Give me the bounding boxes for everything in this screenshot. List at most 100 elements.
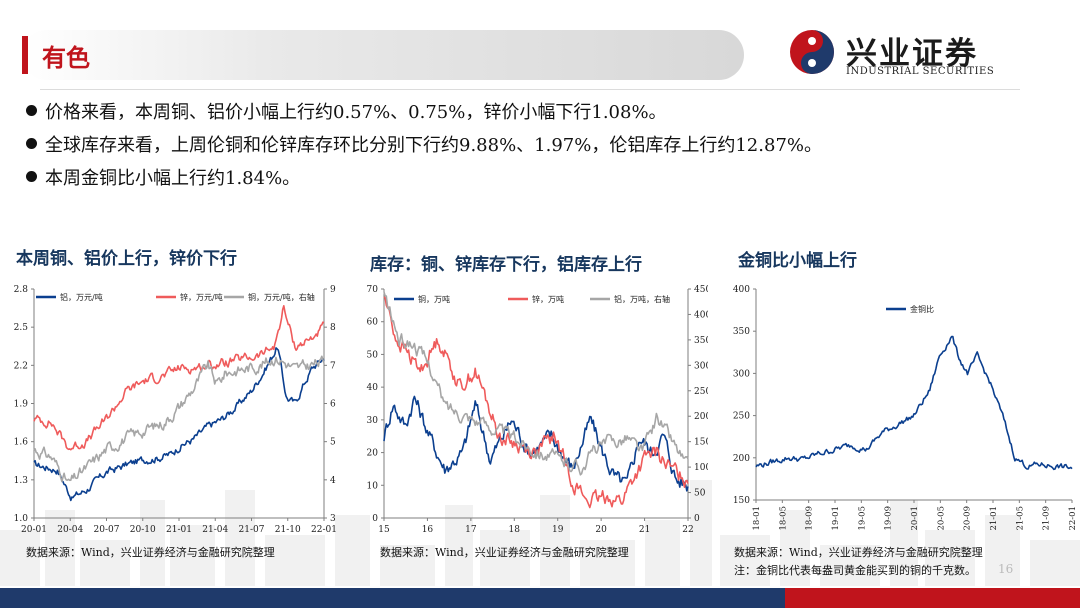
chart-1-source: 数据来源：Wind，兴业证券经济与金融研究院整理 — [26, 546, 275, 559]
y-tick-label-left: 2.8 — [14, 285, 29, 295]
y-tick-label-right: 3 — [330, 514, 336, 524]
bullet-dot-icon — [26, 138, 37, 149]
y-tick-label-right: 350 — [694, 336, 708, 346]
header-divider — [40, 89, 1020, 90]
y-tick-label-left: 50 — [367, 350, 379, 360]
x-tick-label: 19 — [552, 525, 564, 535]
y-tick-label-right: 150 — [694, 438, 708, 448]
x-tick-label: 20-10 — [130, 525, 156, 535]
y-tick-label-right: 7 — [330, 361, 336, 371]
bullet-text: 本周金铜比小幅上行约1.84%。 — [45, 168, 301, 189]
x-tick-label: 18-01 — [752, 506, 762, 531]
y-tick-label-left: 400 — [733, 285, 750, 295]
bullet-dot-icon — [26, 171, 37, 182]
x-tick-label: 18-09 — [805, 506, 815, 531]
chart-3-note: 注：金铜比代表每盎司黄金能买到的铜的千克数。 — [734, 564, 976, 577]
series-line-2 — [383, 296, 689, 509]
logo-chinese-name: 兴业证券 — [846, 36, 978, 72]
title-accent-bar — [22, 36, 28, 74]
x-tick-label: 17 — [465, 525, 477, 535]
y-tick-label-right: 4 — [330, 476, 336, 486]
series-line-1 — [383, 395, 689, 492]
x-tick-label: 18 — [509, 525, 521, 535]
series-line-1 — [755, 335, 1073, 471]
y-tick-label-left: 10 — [367, 481, 379, 491]
series-line-3 — [383, 291, 689, 476]
footer-red-bar — [785, 588, 1080, 608]
title-banner — [22, 30, 744, 80]
bullet-text: 价格来看，本周铜、铝价小幅上行约0.57%、0.75%，锌价小幅下行1.08%。 — [45, 102, 667, 123]
y-tick-label-left: 20 — [367, 449, 379, 459]
city-skyline-decoration — [0, 480, 1080, 586]
bullet-dot-icon — [26, 105, 37, 116]
x-tick-label: 19-01 — [831, 506, 841, 531]
bullet-2: 全球库存来看，上周伦铜和伦锌库存环比分别下行约9.88%、1.97%，伦铝库存上… — [26, 131, 822, 157]
chart-2-source: 数据来源：Wind，兴业证券经济与金融研究院整理 — [380, 546, 629, 559]
y-tick-label-left: 30 — [367, 416, 379, 426]
footer-blue-bar — [0, 588, 785, 608]
y-tick-label-right: 400 — [694, 310, 708, 320]
x-tick-label: 15 — [378, 525, 390, 535]
x-tick-label: 20 — [595, 525, 607, 535]
y-tick-label-left: 40 — [367, 383, 379, 393]
x-tick-label: 20-01 — [21, 525, 47, 535]
x-tick-label: 18-05 — [778, 506, 788, 531]
x-tick-label: 21-04 — [202, 525, 228, 535]
x-tick-label: 21-09 — [1042, 506, 1052, 531]
legend-label: 铜，万吨 — [418, 294, 450, 304]
y-tick-label-right: 250 — [694, 387, 708, 397]
series-line-1 — [33, 347, 325, 502]
x-tick-label: 21-05 — [1015, 506, 1025, 531]
y-tick-label-left: 60 — [367, 318, 379, 328]
page-title: 有色 — [42, 44, 90, 72]
y-tick-label-right: 5 — [330, 438, 336, 448]
y-tick-label-right: 100 — [694, 463, 708, 473]
x-tick-label: 22-01 — [1068, 506, 1078, 531]
x-tick-label: 21-01 — [989, 506, 999, 531]
y-tick-label-left: 70 — [367, 285, 379, 295]
series-line-3 — [33, 355, 325, 483]
chart-gold-copper-ratio: 150 200 250 300 350 400 18-01 18-05 18-09 19-01 19… — [733, 285, 1078, 531]
logo-english-name: INDUSTRIAL SECURITIES — [846, 66, 995, 77]
y-tick-label-left: 0 — [372, 514, 378, 524]
x-tick-label: 22 — [682, 525, 693, 535]
x-tick-label: 22-01 — [311, 525, 337, 535]
page-number: 16 — [998, 562, 1014, 576]
y-tick-label-left: 1.6 — [14, 438, 29, 448]
y-tick-label-left: 300 — [733, 369, 750, 379]
y-tick-label-right: 0 — [694, 514, 700, 524]
y-tick-label-left: 250 — [733, 412, 750, 422]
legend-label: 金铜比 — [910, 304, 934, 314]
chart-inventory: 0 10 20 30 40 50 60 70 0 50 100 150 200 250 300 350 400 4… — [367, 285, 708, 535]
chart-1-heading: 本周铜、铝价上行，锌价下行 — [16, 249, 237, 269]
y-tick-label-right: 6 — [330, 400, 336, 410]
legend-label: 锌，万吨 — [532, 294, 564, 304]
chart-3-source: 数据来源：Wind，兴业证券经济与金融研究院整理 — [734, 546, 983, 559]
x-tick-label: 19-09 — [884, 506, 894, 531]
y-tick-label-left: 150 — [733, 496, 750, 506]
y-tick-label-right: 450 — [694, 285, 708, 295]
x-tick-label: 21-01 — [166, 525, 192, 535]
series-line-2 — [33, 304, 325, 451]
x-tick-label: 20-09 — [963, 506, 973, 531]
chart-3-heading: 金铜比小幅上行 — [738, 251, 857, 271]
y-tick-label-left: 350 — [733, 327, 750, 337]
bullet-text: 全球库存来看，上周伦铜和伦锌库存环比分别下行约9.88%、1.97%，伦铝库存上… — [45, 135, 822, 156]
y-tick-label-left: 1.3 — [14, 476, 29, 486]
y-tick-label-right: 9 — [330, 285, 336, 295]
x-tick-label: 21-07 — [239, 525, 265, 535]
bullet-3: 本周金铜比小幅上行约1.84%。 — [26, 164, 300, 190]
x-tick-label: 20-04 — [57, 525, 83, 535]
y-tick-label-right: 8 — [330, 323, 336, 333]
y-tick-label-right: 50 — [694, 489, 706, 499]
chart-2-heading: 库存：铜、锌库存下行，铝库存上行 — [370, 255, 642, 275]
y-tick-label-left: 1.9 — [14, 400, 29, 410]
legend-label: 锌，万元/吨 — [180, 292, 223, 302]
legend-label: 铝，万吨，右轴 — [614, 294, 670, 304]
y-tick-label-left: 2.2 — [14, 361, 28, 371]
x-tick-label: 20-05 — [936, 506, 946, 531]
x-tick-label: 21 — [639, 525, 650, 535]
x-tick-label: 20-01 — [910, 506, 920, 531]
bullet-1: 价格来看，本周铜、铝价小幅上行约0.57%、0.75%，锌价小幅下行1.08%。 — [26, 98, 667, 124]
x-tick-label: 16 — [422, 525, 434, 535]
